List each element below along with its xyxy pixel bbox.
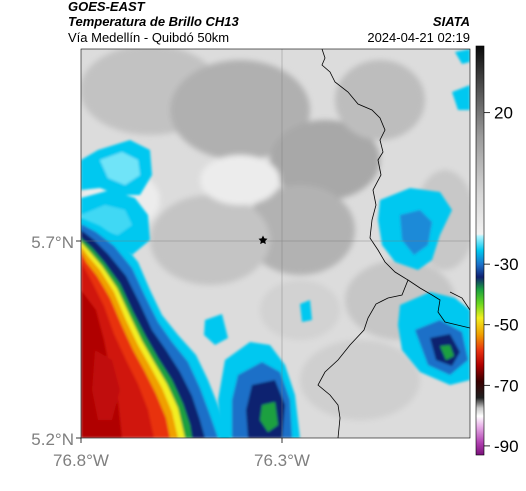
- lat-tick-label: 5.2°N: [31, 430, 74, 449]
- plot-frame: [80, 48, 471, 439]
- map-subtitle: Temperatura de Brillo CH13: [68, 14, 239, 29]
- timestamp-label: 2024-04-21 02:19: [367, 30, 470, 45]
- brightness-temperature-field: [81, 49, 470, 438]
- route-label: Vía Medellín - Quibdó 50km: [68, 30, 230, 45]
- colorbar-tick-label: -70: [494, 376, 519, 395]
- latitude-ticks: 5.7°N 5.2°N: [31, 233, 81, 449]
- colorbar-tick-label: -50: [494, 316, 519, 335]
- longitude-ticks: 76.8°W 76.3°W: [53, 438, 310, 470]
- lat-tick-label: 5.7°N: [31, 233, 74, 252]
- organization-label: SIATA: [432, 14, 470, 29]
- colorbar: 20 -30 -50 -70 -90: [475, 45, 519, 456]
- lon-tick-label: 76.3°W: [254, 451, 310, 470]
- graticule: [81, 49, 470, 438]
- lon-tick-label: 76.8°W: [53, 451, 109, 470]
- coastline-border: [317, 49, 470, 438]
- colorbar-ticks: 20 -30 -50 -70 -90: [484, 104, 519, 456]
- map-title: GOES-EAST: [68, 0, 145, 14]
- star-icon: [258, 235, 268, 245]
- colorbar-tick-label: 20: [494, 104, 513, 123]
- colorbar-tick-label: -30: [494, 255, 519, 274]
- colorbar-tick-label: -90: [494, 437, 519, 456]
